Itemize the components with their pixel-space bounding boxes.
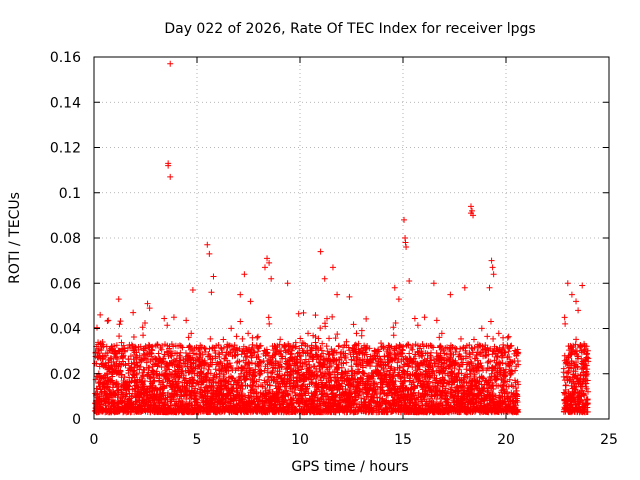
data-point xyxy=(176,374,183,381)
data-point xyxy=(93,360,100,367)
data-point xyxy=(154,341,161,348)
data-point xyxy=(170,314,177,321)
data-point xyxy=(140,373,147,380)
data-point xyxy=(155,350,162,357)
data-point xyxy=(116,321,123,328)
data-point xyxy=(105,317,112,324)
data-point xyxy=(141,383,148,390)
data-point xyxy=(120,352,127,359)
data-point xyxy=(154,363,161,370)
data-point xyxy=(140,332,147,339)
data-point xyxy=(166,366,173,373)
data-point xyxy=(137,363,144,370)
data-point xyxy=(133,370,140,377)
data-point xyxy=(149,343,156,350)
data-point xyxy=(201,344,208,351)
data-point xyxy=(105,386,112,393)
data-point xyxy=(121,373,128,380)
data-point xyxy=(108,355,115,362)
data-point xyxy=(131,367,138,374)
data-point xyxy=(136,352,143,359)
data-point xyxy=(146,364,153,371)
data-point xyxy=(123,391,130,398)
data-point xyxy=(145,369,152,376)
data-point xyxy=(141,377,148,384)
data-point xyxy=(148,350,155,357)
data-point xyxy=(177,357,184,364)
data-point xyxy=(128,341,135,348)
data-point xyxy=(141,320,148,327)
data-point xyxy=(127,353,134,360)
data-point xyxy=(113,354,120,361)
data-point xyxy=(139,324,146,331)
data-point xyxy=(184,358,191,365)
data-point xyxy=(99,339,106,346)
data-point xyxy=(202,348,209,355)
data-point xyxy=(117,368,124,375)
data-point xyxy=(207,370,214,377)
data-point xyxy=(118,372,125,379)
data-point xyxy=(143,352,150,359)
data-point xyxy=(128,393,135,400)
data-point xyxy=(117,318,124,325)
data-point xyxy=(134,354,141,361)
data-point xyxy=(205,366,212,373)
data-point xyxy=(150,374,157,381)
data-point xyxy=(121,348,128,355)
data-point xyxy=(116,333,123,340)
data-point xyxy=(104,371,111,378)
data-point xyxy=(130,334,137,341)
data-point xyxy=(198,344,205,351)
data-point xyxy=(96,350,103,357)
data-point xyxy=(170,382,177,389)
data-point xyxy=(114,380,121,387)
data-point xyxy=(191,377,198,384)
data-point xyxy=(113,342,120,349)
data-point xyxy=(106,387,113,394)
data-point xyxy=(98,401,105,408)
data-point xyxy=(161,315,168,322)
data-point xyxy=(183,395,190,402)
data-point xyxy=(207,335,214,342)
data-point xyxy=(180,360,187,367)
data-point xyxy=(135,346,142,353)
data-point xyxy=(150,361,157,368)
data-point xyxy=(195,381,202,388)
data-point xyxy=(98,347,105,354)
data-point xyxy=(202,360,209,367)
data-point xyxy=(134,362,141,369)
data-points xyxy=(91,60,592,416)
data-point xyxy=(189,354,196,361)
data-point xyxy=(177,349,184,356)
data-point xyxy=(112,404,119,411)
data-point xyxy=(164,322,171,329)
data-point xyxy=(178,389,185,396)
data-point xyxy=(114,355,121,362)
data-point xyxy=(93,324,100,331)
data-point xyxy=(164,390,171,397)
data-point xyxy=(188,330,195,337)
data-point xyxy=(150,378,157,385)
data-point xyxy=(183,317,190,324)
data-point xyxy=(133,363,140,370)
data-point xyxy=(160,379,167,386)
data-point xyxy=(178,364,185,371)
data-point xyxy=(160,355,167,362)
data-point xyxy=(206,353,213,360)
data-point xyxy=(180,372,187,379)
data-point xyxy=(162,401,169,408)
data-point xyxy=(154,341,161,348)
data-point xyxy=(111,343,118,350)
data-point xyxy=(122,362,129,369)
data-point xyxy=(120,342,127,349)
data-point xyxy=(143,359,150,366)
data-point xyxy=(185,334,192,341)
data-point xyxy=(179,344,186,351)
data-point xyxy=(142,355,149,362)
data-point xyxy=(104,317,111,324)
